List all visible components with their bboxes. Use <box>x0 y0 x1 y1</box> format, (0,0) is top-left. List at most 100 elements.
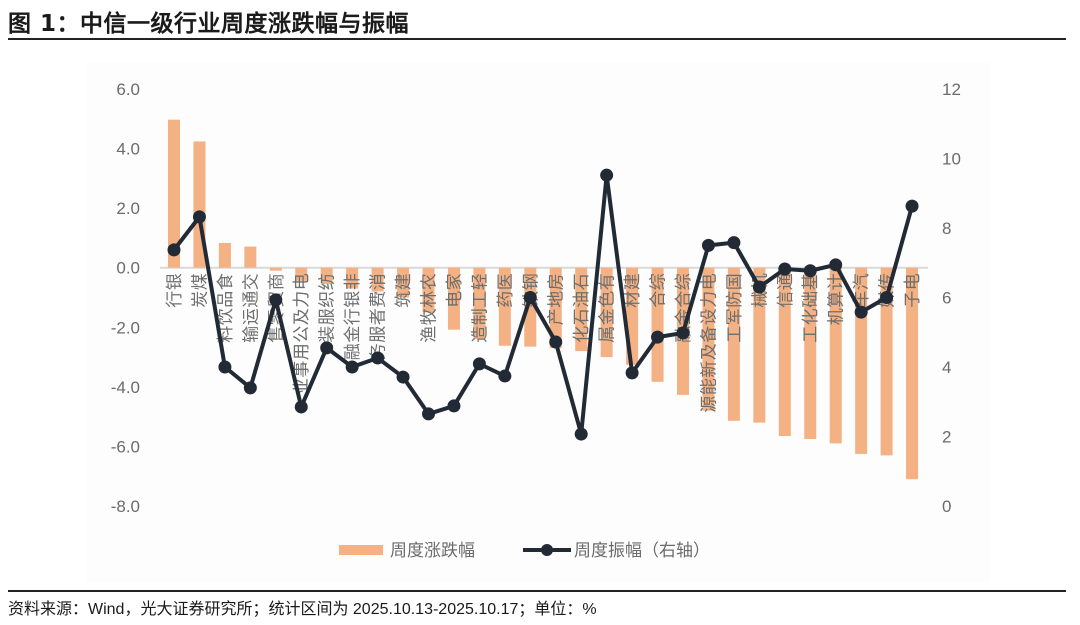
svg-text:综: 综 <box>649 273 669 290</box>
svg-text:石: 石 <box>572 273 592 290</box>
svg-text:有: 有 <box>598 273 618 290</box>
bar <box>549 267 562 349</box>
line-marker <box>854 305 868 319</box>
svg-text:电: 电 <box>445 291 465 308</box>
bar <box>371 267 384 292</box>
line-marker <box>371 351 385 365</box>
svg-text:电: 电 <box>903 273 923 290</box>
line-marker <box>625 366 639 380</box>
svg-text:农: 农 <box>420 273 440 290</box>
legend-bar-label: 周度涨跌幅 <box>390 541 475 561</box>
svg-text:设: 设 <box>699 308 719 325</box>
svg-text:用: 用 <box>292 343 312 360</box>
category-label: 建材 <box>623 273 643 308</box>
bar <box>575 267 588 352</box>
right-axis-tick: 0 <box>942 497 951 516</box>
svg-text:通: 通 <box>241 291 261 308</box>
svg-text:工: 工 <box>725 326 745 343</box>
bar <box>447 267 460 330</box>
line-marker <box>574 427 588 441</box>
bar <box>753 267 766 423</box>
svg-text:工: 工 <box>801 326 821 343</box>
left-axis-tick: -2.0 <box>111 318 140 337</box>
line-marker <box>803 264 817 278</box>
left-axis-tick: 0.0 <box>116 259 140 278</box>
legend: 周度涨跌幅 周度振幅（右轴） <box>339 541 710 561</box>
bar <box>218 242 231 268</box>
bar <box>880 267 893 456</box>
line-marker <box>600 168 614 182</box>
line-series-weekly-amplitude <box>167 168 919 441</box>
line-marker <box>167 243 181 257</box>
svg-text:服: 服 <box>318 308 338 325</box>
category-label: 建筑 <box>394 273 414 308</box>
svg-text:银: 银 <box>165 273 185 290</box>
svg-text:行: 行 <box>165 291 185 308</box>
svg-text:建: 建 <box>394 273 414 290</box>
category-label: 房地产 <box>547 273 567 325</box>
footer-divider <box>8 590 1066 592</box>
right-axis-tick: 10 <box>942 150 961 169</box>
svg-text:运: 运 <box>241 308 261 325</box>
svg-text:牧: 牧 <box>420 308 440 325</box>
svg-text:炭: 炭 <box>190 291 210 308</box>
svg-text:信: 信 <box>776 291 796 308</box>
bar <box>702 267 715 411</box>
svg-text:合: 合 <box>649 291 669 308</box>
svg-text:及: 及 <box>699 343 719 360</box>
category-label: 医药 <box>496 273 516 308</box>
line-marker <box>320 341 334 355</box>
right-y-axis: 12 10 8 6 4 2 0 <box>942 80 961 516</box>
bar <box>906 267 919 480</box>
svg-text:及: 及 <box>292 308 312 325</box>
svg-text:产: 产 <box>547 308 567 325</box>
svg-text:织: 织 <box>318 291 338 308</box>
source-note: 资料来源：Wind，光大证券研究所；统计区间为 2025.10.13-2025.… <box>8 601 597 618</box>
left-axis-tick: -4.0 <box>111 378 140 397</box>
line-marker <box>447 399 461 413</box>
line-marker <box>727 236 741 250</box>
svg-text:新: 新 <box>699 361 719 378</box>
line-marker <box>829 258 843 272</box>
svg-text:算: 算 <box>827 291 847 308</box>
bar <box>320 267 333 285</box>
bar <box>244 246 257 268</box>
svg-text:医: 医 <box>496 273 516 290</box>
right-axis-tick: 8 <box>942 219 951 238</box>
svg-text:汽: 汽 <box>852 273 872 290</box>
bar <box>269 267 282 271</box>
svg-text:源: 源 <box>699 396 719 413</box>
svg-text:者: 者 <box>369 308 389 325</box>
svg-text:机: 机 <box>827 308 847 325</box>
right-axis-tick: 2 <box>942 428 951 447</box>
category-label: 电子 <box>903 273 923 308</box>
line-marker <box>345 360 359 374</box>
svg-text:林: 林 <box>420 291 440 308</box>
svg-text:饮: 饮 <box>216 308 236 325</box>
svg-text:子: 子 <box>903 291 923 308</box>
line-marker <box>294 400 308 414</box>
svg-text:础: 础 <box>801 291 821 308</box>
svg-text:轻: 轻 <box>470 273 490 290</box>
svg-text:食: 食 <box>216 273 236 290</box>
svg-text:色: 色 <box>598 291 618 308</box>
svg-text:金: 金 <box>598 308 618 325</box>
svg-text:装: 装 <box>318 326 338 343</box>
bar <box>524 267 537 347</box>
line-marker <box>422 407 435 421</box>
category-label: 家电 <box>445 273 465 308</box>
line-marker <box>498 369 512 383</box>
left-axis-tick: 2.0 <box>116 199 140 218</box>
svg-text:化: 化 <box>572 326 592 343</box>
svg-text:电: 电 <box>292 273 312 290</box>
line-marker <box>269 293 283 307</box>
bar <box>829 267 842 444</box>
